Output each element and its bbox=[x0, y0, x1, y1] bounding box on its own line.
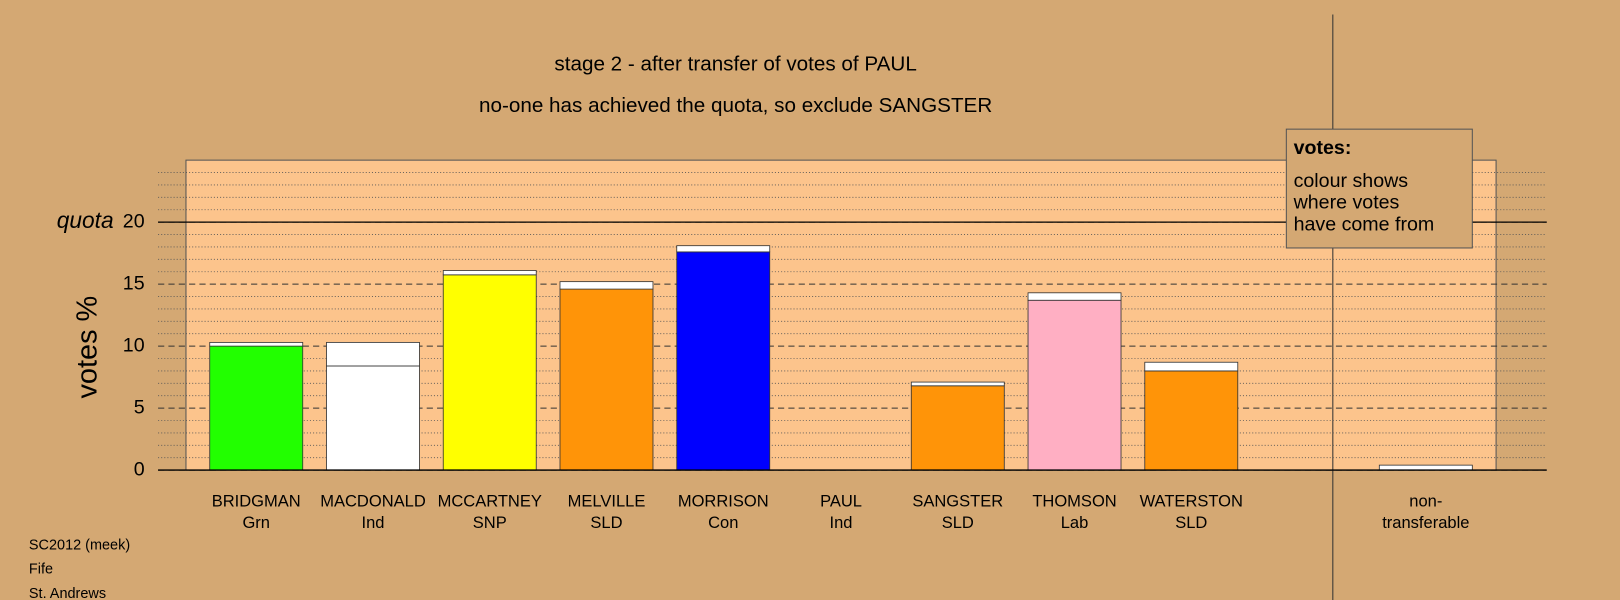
footer-text: SC2012 (meek) bbox=[29, 537, 130, 553]
x-tick-label: MORRISON bbox=[678, 491, 769, 510]
transfer-bar bbox=[559, 281, 654, 290]
x-tick-label: THOMSON bbox=[1032, 491, 1116, 510]
footer-text: Fife bbox=[29, 562, 53, 578]
y-tick-label: 15 bbox=[123, 272, 145, 294]
y-tick-label: 10 bbox=[123, 334, 145, 356]
party-label: SLD bbox=[590, 513, 622, 532]
transfer-bar bbox=[1027, 292, 1122, 301]
x-tick-label: MACDONALD bbox=[320, 491, 426, 510]
x-tick-label: MCCARTNEY bbox=[438, 491, 542, 510]
bar bbox=[559, 288, 654, 471]
legend-text: have come from bbox=[1294, 213, 1435, 235]
party-label: Lab bbox=[1061, 513, 1089, 532]
party-label: SLD bbox=[942, 513, 974, 532]
chart-subtitle: no-one has achieved the quota, so exclud… bbox=[479, 94, 992, 117]
legend-title: votes: bbox=[1294, 137, 1352, 159]
bar bbox=[1144, 370, 1239, 471]
bar bbox=[1378, 464, 1473, 471]
y-tick-label: 0 bbox=[134, 458, 145, 480]
y-axis-label: votes % bbox=[71, 296, 103, 399]
bar bbox=[442, 274, 537, 471]
x-tick-label: SANGSTER bbox=[912, 491, 1003, 510]
party-label: Ind bbox=[830, 513, 853, 532]
legend-text: colour shows bbox=[1294, 170, 1409, 192]
transfer-bar bbox=[1144, 361, 1239, 372]
party-label: SNP bbox=[473, 513, 507, 532]
x-tick-label: non- bbox=[1409, 491, 1442, 510]
bar bbox=[326, 365, 420, 471]
x-tick-label: PAUL bbox=[820, 491, 862, 510]
transfer-bar bbox=[326, 341, 420, 367]
chart-title: stage 2 - after transfer of votes of PAU… bbox=[554, 53, 916, 76]
x-tick-label: WATERSTON bbox=[1140, 491, 1243, 510]
footer-text: St. Andrews bbox=[29, 586, 106, 600]
legend-text: where votes bbox=[1293, 192, 1400, 214]
quota-label: quota bbox=[57, 207, 114, 233]
transfer-bar bbox=[442, 270, 537, 276]
party-label: SLD bbox=[1175, 513, 1207, 532]
transfer-bar bbox=[910, 381, 1005, 387]
transfer-bar bbox=[676, 245, 771, 253]
y-tick-label: 5 bbox=[134, 396, 145, 418]
x-tick-label: MELVILLE bbox=[568, 491, 646, 510]
y-tick-label: 20 bbox=[123, 210, 145, 232]
bar bbox=[209, 345, 304, 471]
bar bbox=[1027, 299, 1122, 471]
x-tick-label: BRIDGMAN bbox=[212, 491, 301, 510]
bar bbox=[676, 251, 771, 471]
legend-box bbox=[1285, 128, 1473, 249]
x-tick-label: transferable bbox=[1382, 513, 1469, 532]
party-label: Grn bbox=[242, 513, 270, 532]
bar bbox=[910, 385, 1005, 471]
party-label: Ind bbox=[362, 513, 385, 532]
transfer-bar bbox=[209, 341, 304, 347]
party-label: Con bbox=[708, 513, 738, 532]
